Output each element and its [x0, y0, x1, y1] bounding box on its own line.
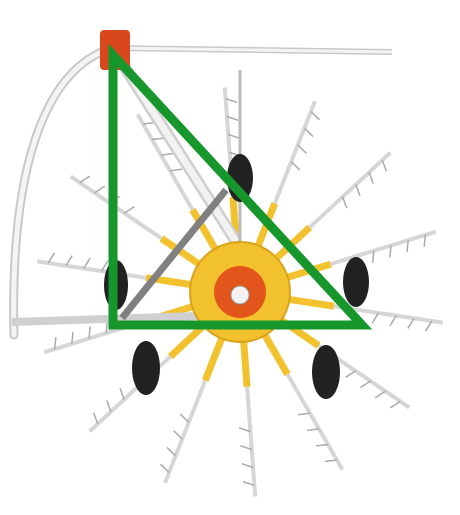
wheel	[312, 345, 340, 399]
page: (() => { const svg = document.getElement…	[0, 0, 460, 515]
wheel	[343, 257, 369, 307]
wheel	[132, 341, 160, 395]
gearbox-cap	[231, 286, 249, 304]
rake-image	[0, 0, 460, 515]
